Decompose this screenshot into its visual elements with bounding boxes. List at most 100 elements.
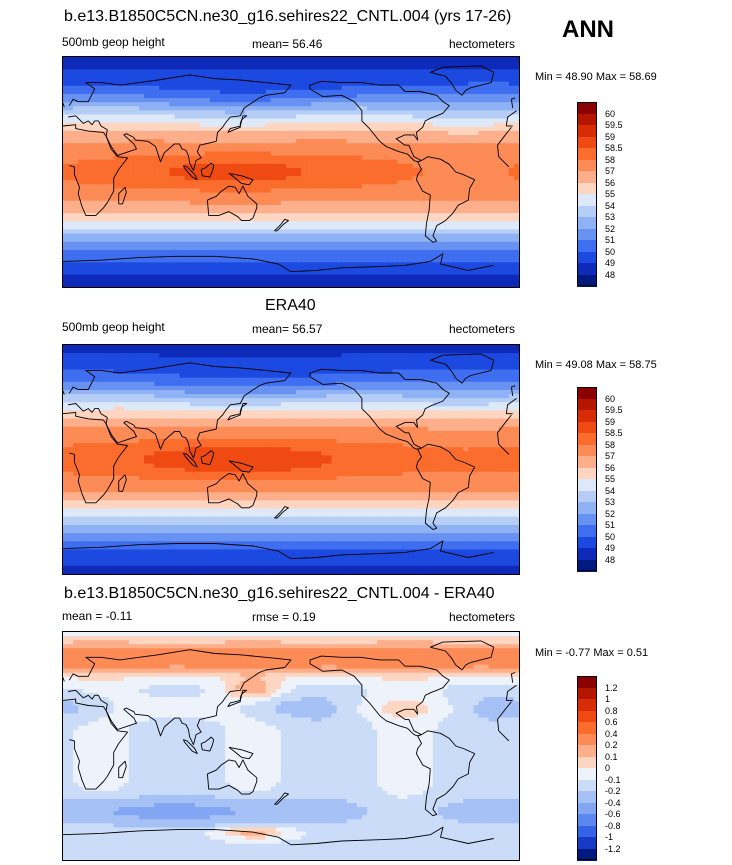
field-cell	[93, 122, 100, 128]
field-cell	[255, 274, 262, 280]
field-cell	[341, 85, 348, 91]
field-cell	[336, 245, 343, 251]
field-cell	[164, 69, 170, 75]
field-cell	[93, 225, 100, 231]
field-cell	[159, 98, 165, 103]
field-cell	[63, 118, 69, 124]
field-cell	[230, 126, 236, 132]
field-cell	[230, 274, 236, 280]
field-cell	[225, 135, 231, 140]
field-cell	[336, 77, 343, 83]
field-cell	[432, 262, 439, 268]
field-cell	[78, 147, 84, 153]
field-cell	[453, 167, 459, 173]
field-cell	[483, 151, 490, 157]
field-cell	[164, 89, 170, 95]
field-cell	[453, 184, 459, 190]
field-cell	[458, 270, 464, 276]
field-cell	[311, 159, 317, 165]
field-cell	[341, 180, 348, 185]
field-cell	[392, 196, 398, 202]
field-cell	[402, 89, 409, 95]
field-cell	[372, 106, 378, 111]
field-cell	[443, 98, 449, 103]
field-cell	[184, 196, 191, 202]
field-cell	[463, 85, 469, 91]
field-cell	[199, 262, 206, 268]
field-cell	[498, 89, 505, 95]
field-cell	[63, 217, 69, 222]
field-cell	[498, 233, 505, 239]
field-cell	[306, 61, 312, 66]
field-cell	[63, 89, 69, 95]
field-cell	[412, 192, 419, 198]
field-cell	[108, 254, 115, 259]
field-cell	[356, 180, 363, 185]
field-cell	[443, 57, 449, 62]
field-cell	[240, 233, 246, 239]
field-cell	[235, 122, 241, 128]
field-cell	[118, 106, 125, 111]
field-cell	[78, 61, 84, 66]
field-cell	[336, 159, 343, 165]
field-cell	[88, 114, 94, 120]
field-cell	[108, 213, 115, 218]
field-cell	[432, 233, 439, 239]
field-cell	[453, 266, 459, 272]
field-cell	[387, 192, 393, 198]
field-cell	[164, 122, 170, 128]
field-cell	[448, 266, 454, 272]
field-cell	[503, 102, 510, 107]
field-cell	[341, 196, 348, 202]
field-cell	[63, 192, 69, 198]
field-cell	[93, 102, 100, 107]
field-cell	[189, 278, 196, 284]
field-cell	[144, 192, 150, 198]
field-cell	[270, 278, 277, 284]
field-cell	[291, 89, 297, 95]
field-cell	[159, 151, 165, 157]
field-cell	[128, 282, 135, 287]
field-cell	[133, 61, 140, 66]
field-cell	[144, 262, 150, 268]
field-cell	[316, 208, 322, 214]
field-cell	[478, 57, 485, 62]
field-cell	[164, 126, 170, 132]
field-cell	[204, 225, 211, 231]
field-cell	[356, 118, 363, 124]
field-cell	[478, 73, 485, 79]
field-cell	[63, 139, 69, 144]
field-cell	[351, 61, 358, 66]
field-cell	[463, 176, 469, 181]
field-cell	[296, 61, 302, 66]
field-cell	[285, 278, 292, 284]
field-cell	[311, 208, 317, 214]
field-cell	[346, 163, 353, 169]
field-cell	[230, 270, 236, 276]
field-cell	[306, 262, 312, 268]
field-cell	[235, 213, 241, 218]
field-cell	[184, 229, 191, 235]
field-cell	[508, 192, 515, 198]
field-cell	[387, 143, 393, 148]
field-cell	[316, 110, 322, 116]
field-cell	[306, 130, 312, 136]
field-cell	[209, 221, 216, 226]
field-cell	[326, 98, 333, 103]
field-cell	[270, 167, 277, 173]
field-cell	[164, 114, 170, 120]
field-cell	[194, 135, 201, 140]
field-cell	[184, 204, 191, 210]
field-cell	[230, 225, 236, 231]
field-cell	[285, 151, 292, 157]
field-cell	[422, 270, 429, 276]
field-cell	[169, 106, 176, 111]
field-cell	[204, 245, 211, 251]
field-cell	[508, 217, 515, 222]
field-cell	[204, 208, 211, 214]
field-cell	[209, 245, 216, 251]
field-cell	[306, 225, 312, 231]
field-cell	[204, 110, 211, 116]
field-cell	[275, 139, 282, 144]
field-cell	[144, 278, 150, 284]
